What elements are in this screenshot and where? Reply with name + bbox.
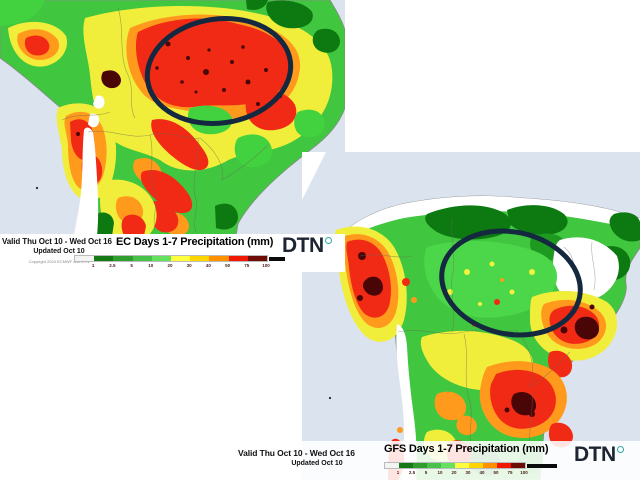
ec-map-title: EC Days 1-7 Precipitation (mm) (116, 236, 274, 248)
dtn-logo-text: DTN (574, 443, 616, 466)
scale-segment (441, 463, 455, 468)
scale-tick-label: 2.5 (109, 263, 116, 268)
scale-tick-label: 30 (465, 470, 471, 475)
ec-map-graphic (0, 0, 345, 236)
gfs-precipitation-map (302, 152, 640, 480)
scale-segment (228, 256, 248, 261)
scale-tick-label: 100 (520, 470, 528, 475)
ec-precipitation-map (0, 0, 345, 236)
ec-scale-segments (74, 255, 268, 262)
scale-segment (497, 463, 511, 468)
scale-segment (171, 256, 191, 261)
scale-segment (113, 256, 133, 261)
scale-segment (385, 463, 399, 468)
scale-tick-label: 50 (493, 470, 499, 475)
ec-color-scale: 1 2.5 5 10 20 30 40 50 75 100 (74, 255, 285, 269)
scale-tick-label: 20 (451, 470, 457, 475)
scale-tick-label: 10 (437, 470, 443, 475)
gfs-updated-date: Updated Oct 10 (291, 460, 343, 467)
scale-tick-label: 50 (225, 263, 231, 268)
gfs-highlight-ellipse (439, 228, 583, 338)
scale-tick-label: 1 (91, 263, 95, 268)
scale-tick-label: 1 (396, 470, 400, 475)
gfs-scale-ticks: 1 2.5 5 10 20 30 40 50 75 100 (384, 469, 528, 476)
scale-segment (455, 463, 469, 468)
gfs-dtn-logo: DTN (574, 443, 624, 466)
scale-tick-label: 5 (130, 263, 133, 268)
scale-segment (413, 463, 427, 468)
dtn-logo-ring-icon (324, 237, 332, 244)
dtn-logo-ring-icon (616, 446, 624, 453)
scale-tick-label: 100 (262, 263, 270, 268)
ec-updated-date: Updated Oct 10 (33, 248, 85, 255)
scale-segment (151, 256, 172, 261)
scale-segment (469, 463, 483, 468)
scale-segment (483, 463, 497, 468)
scale-segment (511, 463, 525, 468)
ec-valid-dates: Valid Thu Oct 10 - Wed Oct 16 (2, 237, 112, 246)
scale-tick-label: 40 (205, 263, 211, 268)
gfs-map-title: GFS Days 1-7 Precipitation (mm) (384, 443, 549, 455)
ec-scale-endcap (269, 256, 285, 261)
scale-tick-label: 75 (244, 263, 250, 268)
scale-segment (94, 256, 114, 261)
gfs-color-scale: 1 2.5 5 10 20 30 40 50 75 100 (384, 462, 557, 476)
scale-segment (190, 256, 210, 261)
scale-tick-label: 30 (186, 263, 192, 268)
scale-tick-label: 2.5 (408, 470, 416, 475)
scale-segment (399, 463, 413, 468)
ec-caption-bar: Valid Thu Oct 10 - Wed Oct 16 Updated Oc… (0, 234, 345, 272)
scale-tick-label: 75 (507, 470, 513, 475)
scale-tick-label: 20 (167, 263, 173, 268)
gfs-caption-bar: Valid Thu Oct 10 - Wed Oct 16 Updated Oc… (232, 441, 640, 480)
gfs-valid-dates: Valid Thu Oct 10 - Wed Oct 16 (238, 448, 355, 458)
gfs-scale-segments (384, 462, 526, 469)
dtn-logo-text: DTN (282, 234, 324, 257)
gfs-scale-endcap (527, 463, 557, 468)
scale-segment (209, 256, 229, 261)
gfs-map-graphic (302, 152, 640, 480)
scale-tick-label: 10 (148, 263, 154, 268)
ec-dtn-logo: DTN (282, 234, 332, 257)
scale-segment (75, 256, 95, 261)
scale-segment (132, 256, 152, 261)
ec-scale-ticks: 1 2.5 5 10 20 30 40 50 75 100 (74, 262, 270, 269)
ec-copyright: Copyright 2024 ECMWF and DTN (28, 259, 90, 264)
scale-tick-label: 40 (479, 470, 485, 475)
scale-tick-label: 5 (424, 470, 428, 475)
scale-segment (427, 463, 441, 468)
ec-highlight-ellipse (144, 16, 294, 126)
scale-segment (247, 256, 268, 261)
